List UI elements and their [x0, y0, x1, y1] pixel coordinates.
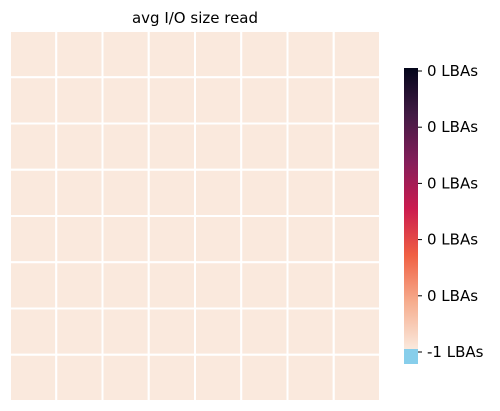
heatmap-cell [55, 353, 104, 402]
heatmap-cell [147, 353, 196, 402]
heatmap-cell [101, 215, 150, 264]
heatmap-cell [240, 168, 289, 217]
heatmap-cell [332, 168, 381, 217]
heatmap-cell [286, 76, 335, 125]
heatmap-cell [101, 261, 150, 310]
heatmap-cell [101, 168, 150, 217]
colorbar: -1 LBAs 0 LBAs 0 LBAs 0 LBAs 0 LBAs 0 LBAs [404, 62, 484, 364]
heatmap-cell [286, 353, 335, 402]
heatmap-cell [9, 215, 58, 264]
colorbar-ticks: -1 LBAs 0 LBAs 0 LBAs 0 LBAs 0 LBAs 0 LBAs [418, 62, 484, 361]
heatmap-cell [9, 76, 58, 125]
heatmap-cell [194, 122, 243, 171]
heatmap-cell [332, 76, 381, 125]
heatmap-cell [55, 168, 104, 217]
chart-title: avg I/O size read [132, 9, 258, 27]
heatmap-cell [55, 122, 104, 171]
heatmap-cell [101, 307, 150, 356]
heatmap-cell [240, 353, 289, 402]
heatmap-cell [9, 168, 58, 217]
heatmap-cell [9, 261, 58, 310]
heatmap-cell [147, 215, 196, 264]
heatmap-cell [332, 122, 381, 171]
heatmap-cell [194, 215, 243, 264]
heatmap-cell [55, 261, 104, 310]
heatmap-cell [332, 307, 381, 356]
heatmap-cell [55, 76, 104, 125]
heatmap-cell [240, 307, 289, 356]
heatmap-cell [9, 307, 58, 356]
colorbar-tick-label: -1 LBAs [427, 343, 484, 361]
heatmap-cell [240, 122, 289, 171]
heatmap-cell [147, 261, 196, 310]
heatmap-cell [194, 261, 243, 310]
heatmap-cell [286, 307, 335, 356]
heatmap-cell [286, 261, 335, 310]
heatmap-cell [101, 30, 150, 79]
heatmap-cell [9, 30, 58, 79]
heatmap-cell [194, 168, 243, 217]
colorbar-tick-label: 0 LBAs [427, 174, 478, 192]
heatmap-cell [240, 215, 289, 264]
heatmap-cell [332, 353, 381, 402]
colorbar-tick-label: 0 LBAs [427, 118, 478, 136]
heatmap-cell [240, 261, 289, 310]
colorbar-gradient [404, 68, 418, 349]
heatmap-cell [240, 30, 289, 79]
heatmap-cell [332, 30, 381, 79]
heatmap-grid [9, 30, 381, 402]
heatmap-cell [147, 30, 196, 79]
heatmap-cell [194, 30, 243, 79]
colorbar-tick-label: 0 LBAs [427, 62, 478, 80]
heatmap-cell [194, 307, 243, 356]
heatmap-cell [55, 307, 104, 356]
heatmap-cell [332, 261, 381, 310]
heatmap-cell [286, 30, 335, 79]
heatmap-cell [9, 353, 58, 402]
heatmap-cell [147, 168, 196, 217]
heatmap-cell [194, 76, 243, 125]
heatmap-cell [147, 307, 196, 356]
heatmap-cell [101, 122, 150, 171]
heatmap-cell [240, 76, 289, 125]
heatmap-cell [9, 122, 58, 171]
heatmap-cell [101, 76, 150, 125]
heatmap-cell [194, 353, 243, 402]
heatmap-cell [55, 215, 104, 264]
colorbar-tick-label: 0 LBAs [427, 231, 478, 249]
heatmap-cell [147, 76, 196, 125]
heatmap-cell [286, 215, 335, 264]
heatmap-cell [55, 30, 104, 79]
colorbar-under-extension [404, 349, 418, 364]
heatmap-cell [101, 353, 150, 402]
colorbar-tick-label: 0 LBAs [427, 287, 478, 305]
heatmap-cell [147, 122, 196, 171]
heatmap-cell [286, 122, 335, 171]
heatmap-cell [332, 215, 381, 264]
heatmap-cell [286, 168, 335, 217]
